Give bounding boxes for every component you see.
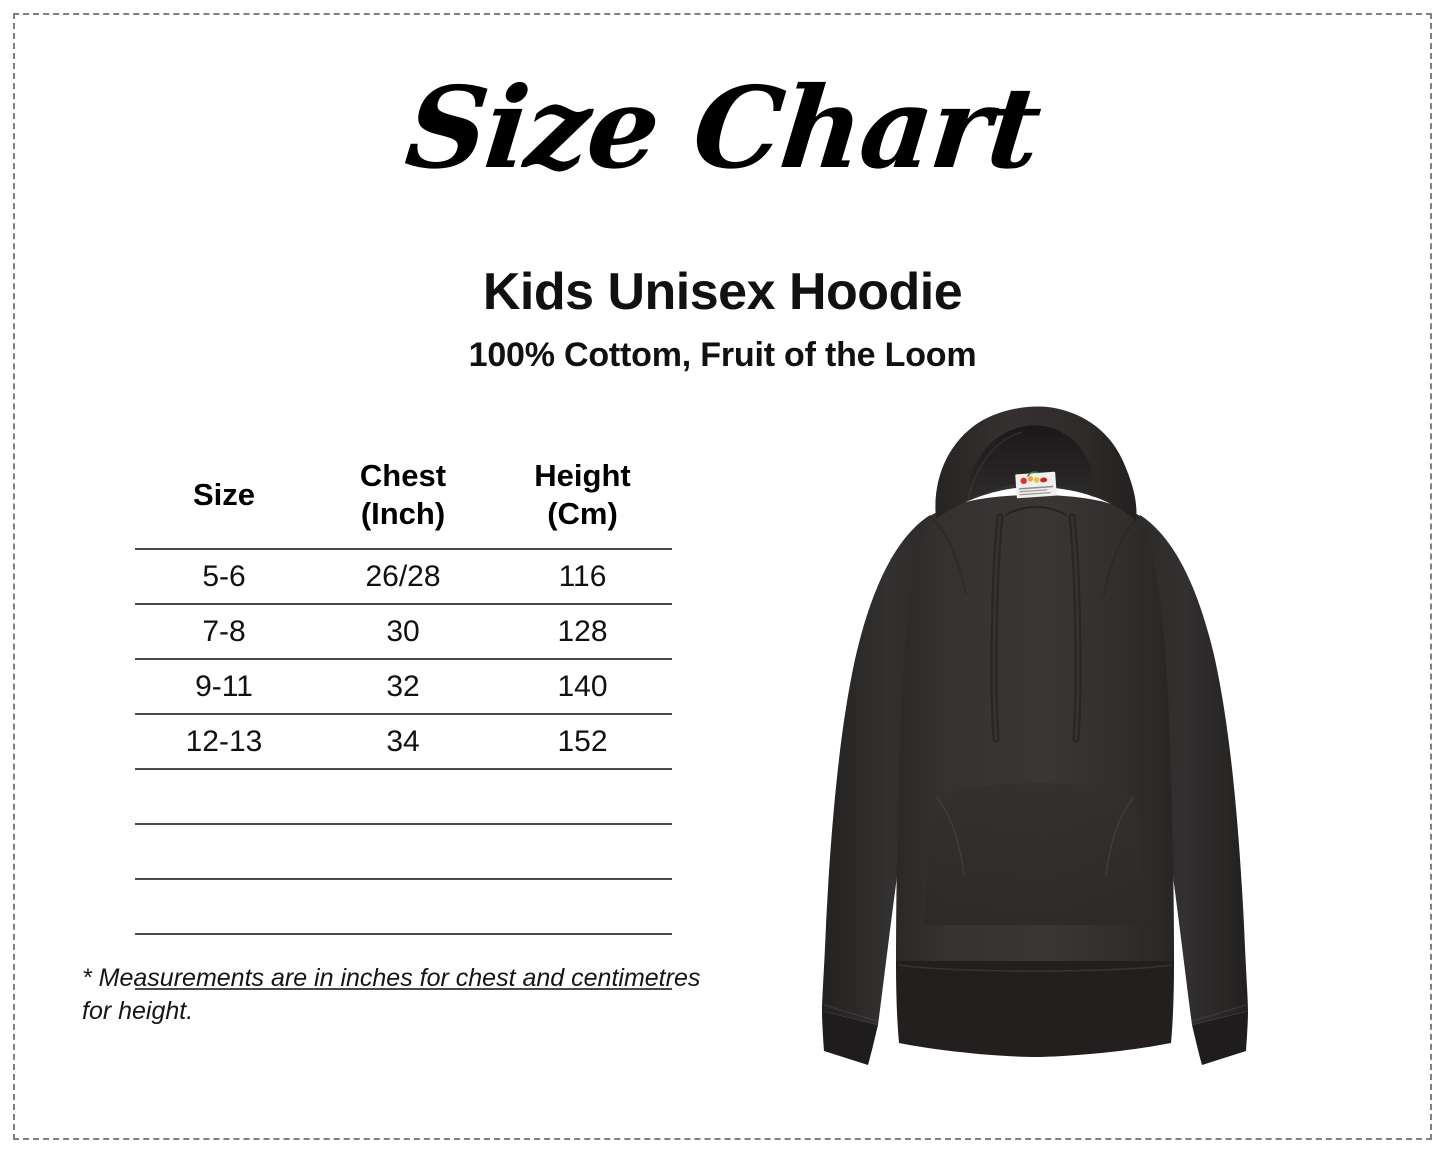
size-table-container: Size Chest (Inch) Height (Cm) 5-6 26/28 [135,452,672,990]
hood-opening [966,425,1095,501]
hoodie-drawstrings [990,513,1082,743]
cell-height-empty [493,879,672,935]
column-header-size-line1: Size [192,477,256,513]
cell-chest-empty [313,769,493,825]
table-row-empty [135,769,672,825]
hood-front-seam [1005,505,1067,516]
cell-height: 116 [493,549,672,605]
column-header-size: Size [135,452,313,550]
cell-chest-empty [313,934,493,990]
size-table: Size Chest (Inch) Height (Cm) 5-6 26/28 [135,452,672,990]
table-row-empty [135,879,672,935]
cell-height-empty [493,769,672,825]
title-block: Size Chart [0,63,1445,194]
cell-height: 128 [493,604,672,660]
table-row-empty [135,934,672,990]
right-cuff [1192,1011,1248,1065]
hoodie-hood [935,406,1137,521]
cell-chest-empty [313,824,493,880]
cell-chest: 30 [313,604,493,660]
cell-chest: 34 [313,714,493,770]
hoodie-waistband [896,961,1174,1057]
measurement-footnote: * Measurements are in inches for chest a… [82,964,701,1025]
cell-size: 7-8 [135,604,313,660]
column-header-height-line2: (Cm) [547,496,618,531]
cell-size: 5-6 [135,549,313,605]
table-row: 7-8 30 128 [135,604,672,660]
column-header-chest-line2: (Inch) [360,496,446,531]
table-header-row: Size Chest (Inch) Height (Cm) [135,452,672,550]
column-header-height: Height (Cm) [493,452,672,550]
column-header-chest-line1: Chest [359,458,447,494]
cell-size: 9-11 [135,659,313,715]
cell-size-empty [135,879,313,935]
page-title: Size Chart [400,63,1045,194]
neck-label-tag [1015,471,1057,499]
cell-size-empty [135,769,313,825]
cell-chest: 32 [313,659,493,715]
table-body: 5-6 26/28 116 7-8 30 128 9-11 32 140 12-… [135,549,672,990]
column-header-chest: Chest (Inch) [313,452,493,550]
product-name: Kids Unisex Hoodie [482,263,963,321]
cell-height-empty [493,934,672,990]
table-row: 12-13 34 152 [135,714,672,770]
table-row-empty [135,824,672,880]
fruit-logo-icon [1020,477,1027,485]
cell-chest-empty [313,879,493,935]
product-material: 100% Cottom, Fruit of the Loom [468,336,977,374]
cell-size-empty [135,934,313,990]
table-header: Size Chest (Inch) Height (Cm) [135,452,672,550]
table-row: 9-11 32 140 [135,659,672,715]
hoodie-product-image [800,405,1270,1065]
cell-height-empty [493,824,672,880]
table-row: 5-6 26/28 116 [135,549,672,605]
hoodie-illustration-svg [822,406,1248,1065]
cell-height: 140 [493,659,672,715]
hoodie-kangaroo-pocket [924,783,1146,925]
left-cuff [822,1011,878,1065]
cell-size-empty [135,824,313,880]
cell-height: 152 [493,714,672,770]
cell-chest: 26/28 [313,549,493,605]
column-header-height-line1: Height [534,458,631,494]
cell-size: 12-13 [135,714,313,770]
